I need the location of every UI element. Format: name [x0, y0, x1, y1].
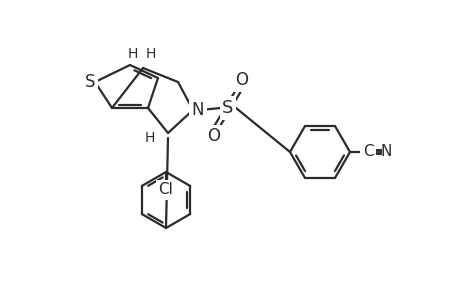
Text: H: H [146, 47, 156, 61]
Text: S: S [84, 73, 95, 91]
Text: C: C [362, 145, 373, 160]
Text: N: N [380, 145, 391, 160]
Text: O: O [235, 71, 248, 89]
Text: H: H [145, 131, 155, 145]
Text: S: S [222, 99, 233, 117]
Text: N: N [191, 101, 204, 119]
Text: O: O [207, 127, 220, 145]
Text: Cl: Cl [158, 182, 173, 197]
Text: H: H [128, 47, 138, 61]
